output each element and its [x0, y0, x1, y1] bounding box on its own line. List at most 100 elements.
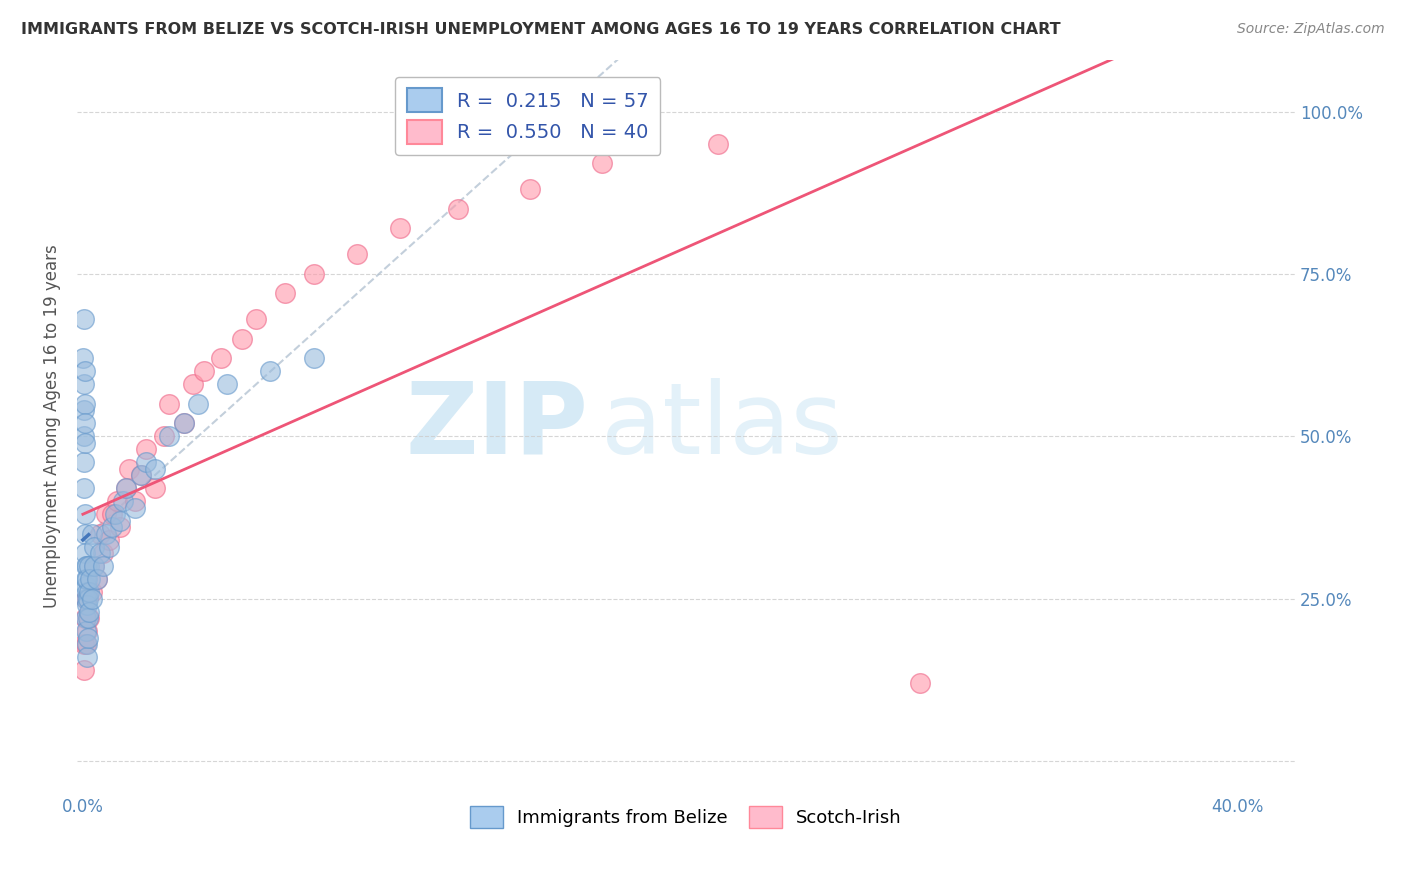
Point [89, 526, 111, 541]
Point [217, 377, 239, 392]
Point [124, 494, 146, 508]
Point [72, 351, 94, 366]
Point [86, 572, 108, 586]
Point [274, 286, 297, 301]
Point [115, 481, 138, 495]
Point [173, 416, 195, 430]
Point [73, 403, 96, 417]
Point [77, 559, 100, 574]
Point [75, 572, 97, 586]
Point [91, 546, 114, 560]
Y-axis label: Unemployment Among Ages 16 to 19 years: Unemployment Among Ages 16 to 19 years [44, 244, 60, 608]
Point [91, 559, 114, 574]
Point [193, 364, 215, 378]
Point [80, 591, 103, 606]
Legend: Immigrants from Belize, Scotch-Irish: Immigrants from Belize, Scotch-Irish [463, 799, 910, 836]
Text: ZIP: ZIP [406, 378, 589, 475]
Text: Source: ZipAtlas.com: Source: ZipAtlas.com [1237, 22, 1385, 37]
Text: atlas: atlas [600, 378, 842, 475]
Point [89, 546, 111, 560]
Point [100, 507, 122, 521]
Point [94, 507, 117, 521]
Point [76, 637, 98, 651]
Point [83, 540, 105, 554]
Point [77, 611, 100, 625]
Point [129, 468, 152, 483]
Point [75, 559, 97, 574]
Point [107, 494, 129, 508]
Point [110, 520, 132, 534]
Text: IMMIGRANTS FROM BELIZE VS SCOTCH-IRISH UNEMPLOYMENT AMONG AGES 16 TO 19 YEARS CO: IMMIGRANTS FROM BELIZE VS SCOTCH-IRISH U… [21, 22, 1060, 37]
Point [100, 520, 122, 534]
Point [187, 397, 209, 411]
Point [97, 533, 120, 548]
Point [76, 572, 98, 586]
Point [79, 572, 101, 586]
Point [73, 377, 96, 392]
Point [75, 611, 97, 625]
Point [83, 559, 105, 574]
Point [76, 559, 98, 574]
Point [908, 676, 931, 690]
Point [77, 611, 100, 625]
Point [129, 468, 152, 483]
Point [110, 514, 132, 528]
Point [77, 605, 100, 619]
Point [159, 429, 181, 443]
Point [75, 591, 97, 606]
Point [73, 397, 96, 411]
Point [75, 637, 97, 651]
Point [77, 585, 100, 599]
Point [77, 631, 100, 645]
Point [76, 650, 98, 665]
Point [80, 585, 103, 599]
Point [143, 481, 166, 495]
Point [302, 267, 325, 281]
Point [259, 364, 281, 378]
Point [75, 416, 97, 430]
Point [73, 364, 96, 378]
Point [591, 156, 613, 170]
Point [76, 585, 98, 599]
Point [86, 572, 108, 586]
Point [707, 136, 730, 151]
Point [75, 435, 97, 450]
Point [75, 526, 97, 541]
Point [75, 624, 97, 638]
Point [94, 526, 117, 541]
Point [209, 351, 232, 366]
Point [73, 507, 96, 521]
Point [135, 442, 157, 457]
Point [73, 429, 96, 443]
Point [519, 182, 541, 196]
Point [73, 455, 96, 469]
Point [152, 429, 174, 443]
Point [159, 397, 181, 411]
Point [115, 481, 138, 495]
Point [73, 637, 96, 651]
Point [181, 377, 204, 392]
Point [97, 540, 120, 554]
Point [389, 221, 412, 235]
Point [73, 663, 96, 677]
Point [76, 591, 98, 606]
Point [75, 578, 97, 592]
Point [245, 312, 267, 326]
Point [112, 494, 135, 508]
Point [447, 202, 470, 216]
Point [104, 507, 127, 521]
Point [143, 461, 166, 475]
Point [75, 546, 97, 560]
Point [135, 455, 157, 469]
Point [124, 500, 146, 515]
Point [173, 416, 195, 430]
Point [73, 481, 96, 495]
Point [75, 611, 97, 625]
Point [76, 598, 98, 612]
Point [118, 461, 141, 475]
Point [231, 332, 253, 346]
Point [73, 312, 96, 326]
Point [80, 526, 103, 541]
Point [76, 624, 98, 638]
Point [75, 591, 97, 606]
